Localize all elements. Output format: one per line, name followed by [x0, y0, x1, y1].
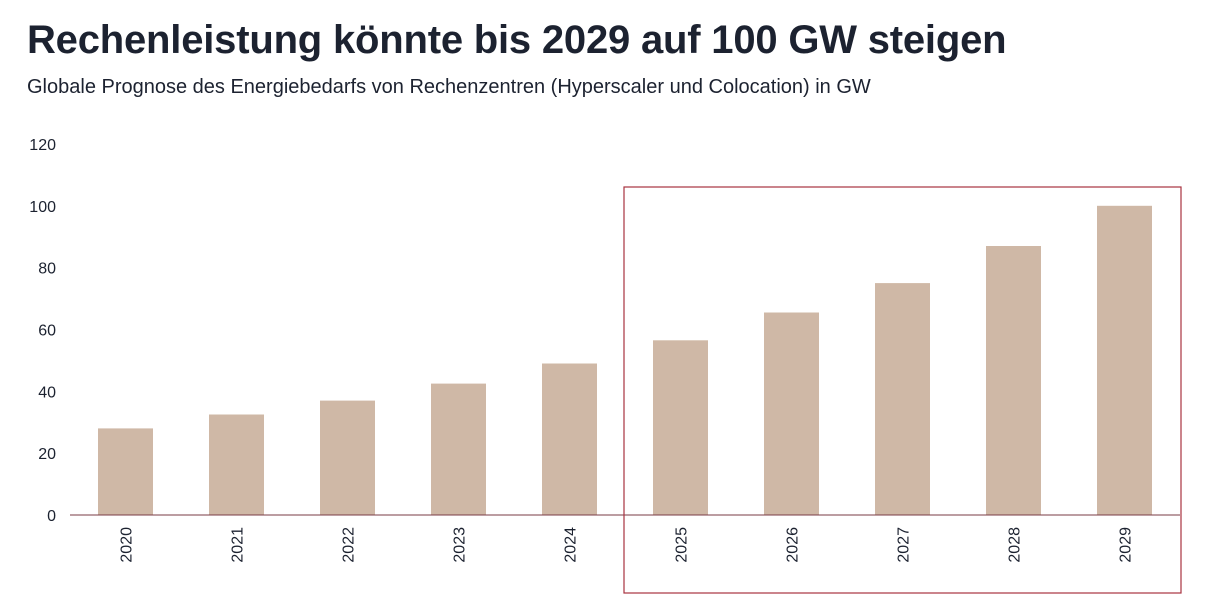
y-tick-label: 0 [47, 508, 56, 525]
bar-2021 [209, 414, 264, 515]
bar-2025 [653, 340, 708, 515]
chart-subtitle: Globale Prognose des Energiebedarfs von … [27, 76, 871, 98]
x-tick-label: 2021 [230, 527, 247, 563]
x-tick-label: 2023 [452, 527, 469, 563]
y-tick-label: 40 [38, 384, 56, 401]
y-tick-label: 20 [38, 446, 56, 463]
bar-2024 [542, 363, 597, 515]
forecast-highlight-box [623, 186, 1182, 594]
x-tick-label: 2026 [785, 527, 802, 563]
bar-2027 [875, 283, 930, 515]
bar-2026 [764, 312, 819, 515]
chart-title: Rechenleistung könnte bis 2029 auf 100 G… [27, 18, 1007, 62]
y-tick-label: 60 [38, 323, 56, 340]
bar-2022 [320, 400, 375, 515]
x-tick-label: 2029 [1118, 527, 1135, 563]
bar-2023 [431, 383, 486, 515]
y-axis-tick-labels: 0 20 40 60 80 100 120 [29, 137, 56, 525]
x-tick-label: 2028 [1007, 527, 1024, 563]
x-axis-tick-labels: 2020 2021 2022 2023 2024 2025 2026 2027 2028 2029 [119, 527, 1135, 563]
bar-2029 [1097, 205, 1152, 516]
bar-series [98, 205, 1152, 516]
x-tick-label: 2025 [674, 527, 691, 563]
x-tick-label: 2022 [341, 527, 358, 563]
x-tick-label: 2027 [896, 527, 913, 563]
y-tick-label: 120 [29, 137, 56, 154]
y-tick-label: 80 [38, 261, 56, 278]
y-tick-label: 100 [29, 199, 56, 216]
bar-2020 [98, 428, 153, 515]
x-tick-label: 2024 [563, 527, 580, 563]
bar-2028 [986, 246, 1041, 515]
x-tick-label: 2020 [119, 527, 136, 563]
